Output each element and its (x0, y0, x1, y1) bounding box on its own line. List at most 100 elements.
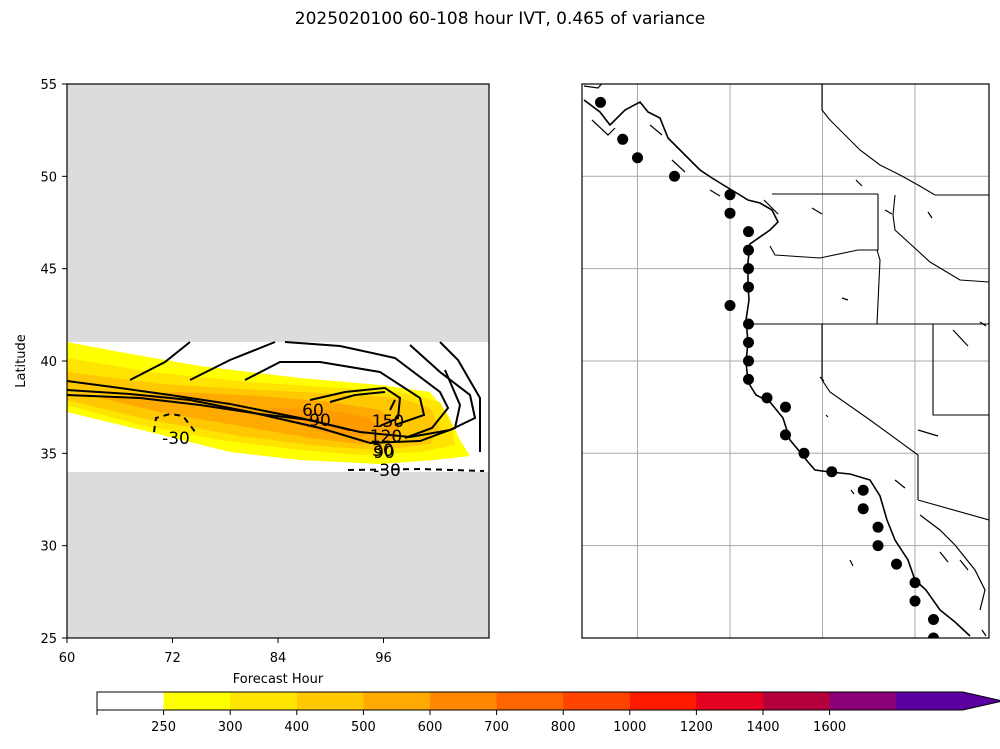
colorbar-tick-label: 1600 (813, 720, 846, 735)
location-point (872, 521, 884, 533)
contour-label: 90 (373, 443, 395, 463)
location-point (872, 540, 884, 552)
location-points (595, 96, 939, 638)
y-tick-label: 25 (40, 632, 57, 647)
location-point (909, 595, 921, 607)
location-point (743, 244, 754, 256)
ivt-fill (67, 342, 470, 464)
location-point (724, 207, 736, 219)
location-point (632, 152, 643, 164)
y-tick-label: 55 (40, 78, 57, 93)
coastline-detail (583, 84, 987, 637)
location-point (724, 189, 736, 201)
location-point (743, 373, 754, 385)
contour-label: 60 (302, 401, 324, 421)
map-gridlines (582, 84, 989, 638)
colorbar-extend-arrow (962, 692, 1000, 710)
location-point (617, 133, 629, 145)
colorbar-tick-label: 1200 (680, 720, 713, 735)
contour-line (439, 341, 481, 452)
x-axis-label: Forecast Hour (233, 672, 324, 687)
colorbar-segment (763, 692, 831, 710)
location-point (826, 466, 838, 478)
borders (746, 84, 989, 521)
location-point (780, 401, 791, 413)
contour-line (189, 341, 450, 439)
x-tick-label: 96 (375, 651, 392, 666)
contour-label: 120 (370, 427, 402, 447)
colorbar-tick-label: 700 (484, 720, 509, 735)
y-axis-label: Latitude (14, 334, 29, 388)
location-point (595, 96, 606, 108)
colorbar-tick-label: 1000 (613, 720, 646, 735)
map-frame (581, 83, 990, 639)
location-point (743, 281, 754, 293)
location-point (857, 503, 869, 515)
contour-label: -30 (373, 461, 401, 481)
contour-line (67, 344, 477, 439)
y-tick-label: 40 (40, 355, 57, 370)
location-point (928, 632, 939, 638)
colorbar-tick-label: 500 (351, 720, 376, 735)
colorbar-segment (296, 692, 364, 710)
masked-region-top (67, 84, 489, 342)
masked-region-bottom (67, 472, 489, 638)
contour-line (67, 369, 462, 445)
y-tick-label: 45 (40, 263, 57, 278)
contour-line (309, 386, 402, 427)
colorbar: 250 300 400 500 600 700 800 1000 1200 1400 1600 (96, 691, 1000, 735)
contour-dashed (153, 412, 485, 472)
colorbar-segment (696, 692, 764, 710)
contour-line (244, 361, 426, 426)
colorbar-segment (230, 692, 298, 710)
location-point (743, 318, 754, 330)
contour-label: 90 (309, 411, 331, 431)
colorbar-segment (363, 692, 431, 710)
location-point (743, 336, 754, 348)
colorbar-tick-label: 600 (418, 720, 443, 735)
y-tick-label: 50 (40, 170, 57, 185)
location-point (909, 577, 921, 589)
colorbar-segment (829, 692, 897, 710)
colorbar-tick-label: 1400 (746, 720, 779, 735)
colorbar-tick-label: 300 (218, 720, 243, 735)
location-point (743, 355, 754, 367)
location-point (724, 300, 736, 312)
x-tick-label: 72 (164, 651, 181, 666)
location-point (798, 447, 810, 459)
x-ticks: 60 72 84 96 (59, 638, 392, 666)
location-point (928, 614, 939, 626)
colorbar-tick-label: 250 (151, 720, 176, 735)
location-point (743, 263, 754, 275)
colorbar-segment (163, 692, 231, 710)
contour-label: 150 (372, 412, 404, 432)
colorbar-segment (97, 692, 165, 710)
location-point (857, 484, 869, 496)
contour-label: -30 (162, 429, 190, 449)
colorbar-segment (563, 692, 631, 710)
contour-line (129, 341, 191, 381)
contour-line (67, 394, 351, 431)
location-point (669, 170, 680, 182)
colorbar-segment (896, 692, 964, 710)
location-point (891, 558, 902, 570)
coastline (583, 99, 971, 637)
colorbar-segment (496, 692, 564, 710)
contour-label: 30 (372, 441, 394, 461)
colorbar-segment (629, 692, 697, 710)
colorbar-frame (96, 691, 1000, 711)
figure-title: 2025020100 60-108 hour IVT, 0.465 of var… (294, 9, 706, 29)
contour-lines (67, 341, 485, 472)
y-tick-label: 35 (40, 447, 57, 462)
y-ticks: 25 30 35 40 45 50 55 (40, 78, 67, 647)
location-point (780, 429, 791, 441)
colorbar-tick-label: 800 (551, 720, 576, 735)
y-tick-label: 30 (40, 540, 57, 555)
contour-line (329, 391, 396, 411)
location-point (743, 226, 754, 238)
map-panel (581, 83, 990, 639)
colorbar-tick-label: 400 (284, 720, 309, 735)
location-point (761, 392, 773, 404)
